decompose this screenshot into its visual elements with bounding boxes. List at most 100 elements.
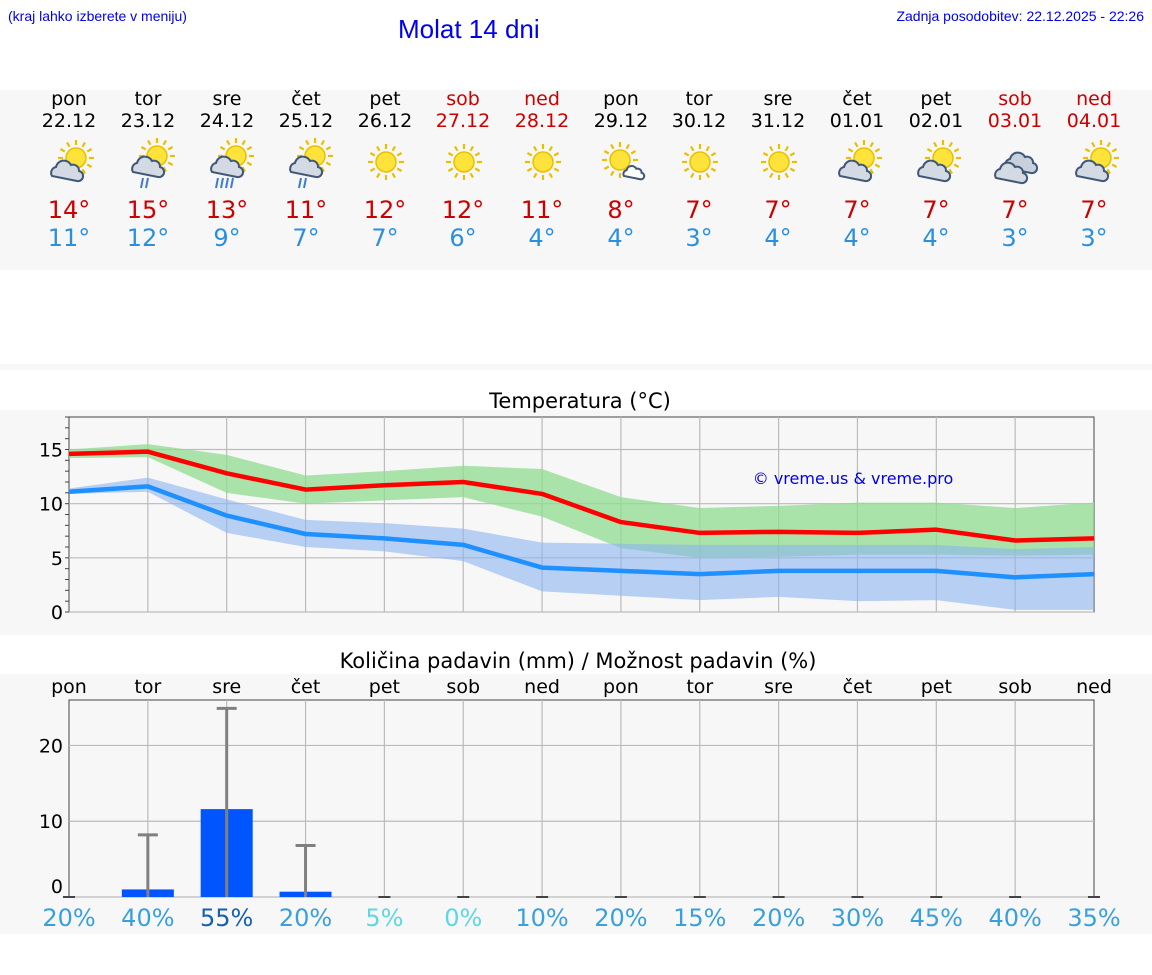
day-name: sre (763, 88, 793, 110)
day-date: 03.01 (987, 110, 1043, 132)
min-temp: 4° (922, 224, 950, 252)
day-name: ned (1076, 88, 1112, 110)
min-temp: 4° (607, 224, 635, 252)
sun-cloud-rain-icon (131, 138, 175, 189)
day-label: tor (686, 676, 713, 698)
min-temp: 11° (47, 224, 91, 252)
max-temp: 11° (520, 196, 564, 224)
day-label: pet (369, 676, 400, 698)
precip-probability: 30% (831, 904, 884, 932)
day-label: čet (843, 676, 873, 698)
max-temp: 12° (441, 196, 485, 224)
day-name: čet (842, 88, 872, 110)
day-column: sre 24.12 13° 9° (188, 88, 266, 252)
daily-forecast-row: pon 22.12 14° 11° tor 23.12 15° 12° sre 24.12 13° 9… (0, 88, 1152, 252)
max-temp: 8° (607, 196, 635, 224)
forecast-band (0, 90, 1152, 270)
sun-cloud-heavy-rain-icon (210, 138, 254, 189)
max-temp: 7° (685, 196, 713, 224)
max-temp-line (68, 449, 1095, 543)
day-label: pon (51, 676, 87, 698)
day-label: sob (998, 676, 1032, 698)
sun-cloud-icon (1075, 140, 1119, 183)
min-temp: 7° (292, 224, 320, 252)
day-label: sob (446, 676, 480, 698)
precip-probability: 10% (515, 904, 568, 932)
day-date: 01.01 (829, 110, 885, 132)
page-title: Molat 14 dni (398, 14, 540, 44)
day-name: pon (603, 88, 639, 110)
precip-probability: 20% (279, 904, 332, 932)
day-date: 27.12 (435, 110, 491, 132)
sun-icon (525, 144, 561, 180)
day-name: ned (524, 88, 560, 110)
min-temp: 7° (371, 224, 399, 252)
sun-cloud-icon (917, 140, 961, 183)
location-menu-hint[interactable]: (kraj lahko izberete v meniju) (8, 8, 187, 24)
day-name: sob (446, 88, 480, 110)
max-temp: 7° (843, 196, 871, 224)
day-column: pet 26.12 12° 7° (346, 88, 424, 252)
min-temp-line (68, 484, 1095, 580)
min-temp: 9° (213, 224, 241, 252)
precip-probability: 20% (42, 904, 95, 932)
max-temp: 11° (284, 196, 328, 224)
day-column: tor 30.12 7° 3° (660, 88, 738, 252)
y-tick-label: 15 (39, 440, 63, 462)
max-temp: 14° (47, 196, 91, 224)
day-date: 26.12 (357, 110, 413, 132)
precip-probability: 40% (121, 904, 174, 932)
precip-probability: 45% (910, 904, 963, 932)
min-range-band (69, 477, 1094, 610)
sun-icon (368, 144, 404, 180)
day-label: čet (291, 676, 321, 698)
precip-probability: 40% (988, 904, 1041, 932)
max-range-band (69, 444, 1094, 558)
temperature-chart: Temperatura (°C) 0 5 10 15 © vreme.us & vreme… (39, 389, 1095, 624)
precip-probability: 55% (200, 904, 253, 932)
max-temp: 12° (363, 196, 407, 224)
precip-probability: 5% (365, 904, 403, 932)
day-label: ned (1076, 676, 1112, 698)
day-column: tor 23.12 15° 12° (109, 88, 187, 252)
day-date: 04.01 (1066, 110, 1122, 132)
precip-probability: 15% (673, 904, 726, 932)
y-tick-label: 5 (51, 548, 63, 570)
min-temp: 3° (1001, 224, 1029, 252)
day-name: sob (998, 88, 1032, 110)
precipitation-chart-title: Količina padavin (mm) / Možnost padavin … (340, 649, 817, 673)
day-label: pet (921, 676, 952, 698)
day-label: tor (134, 676, 161, 698)
watermark: © vreme.us & vreme.pro (753, 469, 954, 488)
y-tick-label: 10 (39, 811, 63, 833)
min-temp: 4° (764, 224, 792, 252)
day-date: 25.12 (278, 110, 334, 132)
day-name: čet (291, 88, 321, 110)
precipitation-chart: Količina padavin (mm) / Možnost padavin … (39, 649, 1121, 932)
day-column: ned 28.12 11° 4° (503, 88, 581, 252)
precip-probability: 20% (594, 904, 647, 932)
day-column: sob 27.12 12° 6° (424, 88, 502, 252)
sun-small-cloud-icon (602, 142, 646, 181)
max-temp: 13° (205, 196, 249, 224)
day-column: ned 04.01 7° 3° (1055, 88, 1133, 252)
min-temp: 4° (528, 224, 556, 252)
day-column: pet 02.01 7° 4° (897, 88, 975, 252)
sun-cloud-icon (838, 140, 882, 183)
y-tick-label: 10 (39, 494, 63, 516)
day-column: pon 29.12 8° 4° (582, 88, 660, 252)
min-temp: 4° (843, 224, 871, 252)
day-column: pon 22.12 14° 11° (30, 88, 108, 252)
day-label: sre (212, 676, 241, 698)
day-date: 30.12 (671, 110, 727, 132)
day-date: 02.01 (908, 110, 964, 132)
day-name: sre (212, 88, 242, 110)
day-column: čet 01.01 7° 4° (818, 88, 896, 252)
day-column: sob 03.01 7° 3° (976, 88, 1054, 252)
precip-probability: 0% (444, 904, 482, 932)
sun-icon (682, 144, 718, 180)
day-date: 24.12 (199, 110, 255, 132)
day-name: tor (685, 88, 713, 110)
max-temp: 7° (1080, 196, 1108, 224)
day-column: sre 31.12 7° 4° (739, 88, 817, 252)
